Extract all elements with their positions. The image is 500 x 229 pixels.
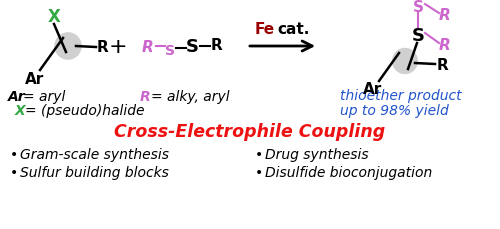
Text: R: R xyxy=(439,38,451,53)
Text: R: R xyxy=(142,39,154,54)
Text: Sulfur building blocks: Sulfur building blocks xyxy=(20,165,169,179)
Text: Drug synthesis: Drug synthesis xyxy=(265,147,368,161)
Text: •: • xyxy=(255,165,263,179)
Text: •: • xyxy=(255,147,263,161)
Text: •: • xyxy=(10,165,18,179)
Text: R: R xyxy=(436,57,448,72)
Text: Fe: Fe xyxy=(255,22,275,37)
Text: R: R xyxy=(97,40,109,55)
Ellipse shape xyxy=(54,33,82,60)
Text: Gram-scale synthesis: Gram-scale synthesis xyxy=(20,147,169,161)
Text: R: R xyxy=(140,90,150,104)
Text: Cross-Electrophile Coupling: Cross-Electrophile Coupling xyxy=(114,123,386,140)
Text: = alky, aryl: = alky, aryl xyxy=(151,90,230,104)
Text: thioether product: thioether product xyxy=(340,89,462,103)
Text: = aryl: = aryl xyxy=(23,90,66,104)
Text: R: R xyxy=(210,37,222,52)
Text: S: S xyxy=(412,0,424,14)
Text: Disulfide bioconjugation: Disulfide bioconjugation xyxy=(265,165,432,179)
Text: X: X xyxy=(48,8,60,26)
Text: = (pseudo)halide: = (pseudo)halide xyxy=(25,104,144,117)
Text: Ar: Ar xyxy=(8,90,25,104)
Text: S: S xyxy=(186,38,198,56)
Text: R: R xyxy=(439,8,451,23)
Text: Ar: Ar xyxy=(364,82,382,97)
Text: S: S xyxy=(412,27,424,45)
Text: •: • xyxy=(10,147,18,161)
Text: cat.: cat. xyxy=(277,22,310,37)
Text: +: + xyxy=(108,37,128,57)
Text: X: X xyxy=(15,104,26,117)
Text: Ar: Ar xyxy=(26,71,44,86)
Text: up to 98% yield: up to 98% yield xyxy=(340,104,449,117)
Text: S: S xyxy=(165,44,175,58)
Ellipse shape xyxy=(392,49,418,75)
